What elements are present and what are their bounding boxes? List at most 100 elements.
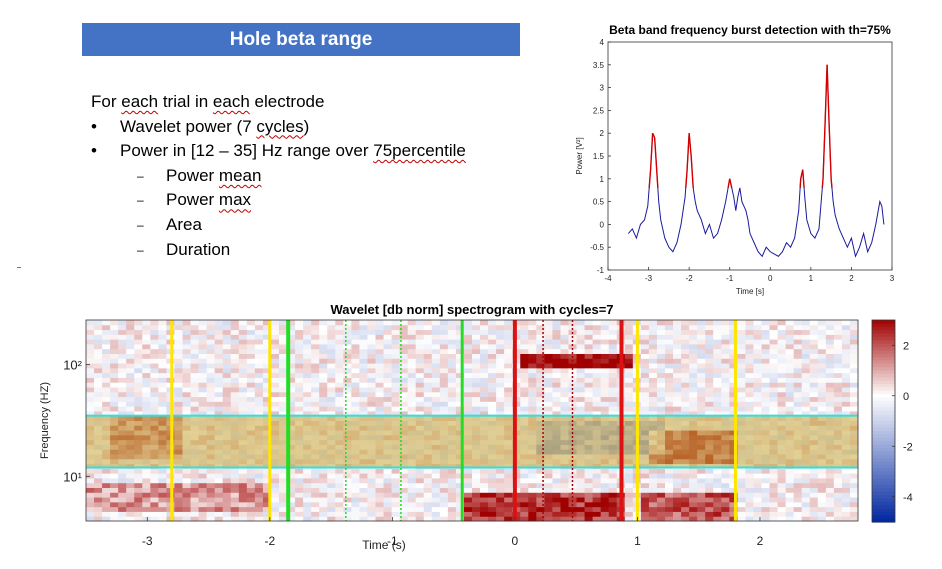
spectrogram-cell [849,372,859,378]
spectrogram-cell [270,367,280,374]
spectrogram-cell [568,516,578,522]
spectrogram-cell [126,387,135,393]
spectrogram-cell [455,473,465,479]
spectrogram-cell [335,363,344,369]
bullet-text: Power mean [166,165,262,185]
spectrogram-cell [343,406,352,412]
spectrogram-cell [134,487,143,493]
spectrogram-cell [544,511,553,517]
spectrogram-cell [849,516,859,522]
bullet-intro: For each trial in each electrode [91,90,466,115]
spectrogram-cell [158,396,167,402]
spectrogram-cell [656,477,666,484]
spectrogram-cell [86,391,95,398]
spectrogram-cell [592,339,602,345]
spectrogram-cell [158,477,167,484]
spectrogram-cell [279,363,288,369]
spectrogram-cell [431,516,441,522]
spectrogram-cell [311,410,320,417]
spectrogram-cell [351,372,360,378]
spectrogram-cell [279,334,288,340]
spectrogram-cell [488,343,497,350]
spectrogram-cell [648,372,658,378]
spectrogram-cell [455,353,465,359]
spectrogram-cell [552,391,561,398]
spectrogram-cell [520,391,529,398]
spectrogram-cell [391,501,401,508]
spectrogram-cell [415,406,425,412]
spectrogram-cell [809,334,819,340]
spectrogram-cell [254,382,264,388]
spectrogram-cell [817,320,827,326]
spectrogram-cell [560,501,569,508]
spectrogram-cell [198,492,208,498]
spectrogram-cell [383,468,393,474]
spectrogram-cell [801,367,811,374]
spectrogram-cell [150,501,159,508]
spectrogram-cell [777,377,787,383]
spectrogram-cell [576,410,586,417]
spectrogram-cell [841,396,851,402]
spectrogram-cell [681,320,690,326]
spectrogram-cell [801,391,811,398]
spectrogram-cell [230,377,240,383]
spectrogram-cell [713,329,722,335]
spectrogram-cell [833,324,843,331]
spectrogram-cell [110,343,119,350]
spectrogram-cell [134,358,143,364]
spectrogram-cell [729,339,738,345]
spectrogram-cell [705,473,714,479]
spectrogram-cell [102,329,111,335]
spectrogram-cell [319,501,328,508]
spectrogram-cell [110,477,119,484]
spectrogram-cell [520,343,529,350]
spectrogram-cell [94,492,103,498]
colorbar-cell [872,427,895,432]
spectrogram-cell [745,372,754,378]
spectrogram-cell [295,396,304,402]
spectrogram-cell [849,358,859,364]
spectrogram-cell [689,406,698,412]
spectrogram-cell [576,477,586,484]
spectrogram-cell [640,506,650,512]
spectrogram-cell [238,358,248,364]
spectrogram-cell [423,348,433,354]
spectrogram-cell [496,516,505,522]
sub-bullet-item: ‒ Power mean [91,164,466,189]
spectrogram-cell [520,377,529,383]
spectrogram-cell [190,396,200,402]
spectrogram-cell [118,401,127,407]
y-tick-label: 0 [600,220,605,229]
spectrogram-cell [126,329,135,335]
spectrogram-cell [520,477,529,484]
spectrogram-cell [182,511,192,517]
spectrogram-cell [825,396,835,402]
spectrogram-cell [793,501,803,508]
spectrogram-cell [817,501,827,508]
spectrogram-cell [721,473,730,479]
spectrogram-cell [584,473,594,479]
spectrogram-cell [230,339,240,345]
spectrogram-cell [463,501,473,508]
spectrogram-cell [150,410,159,417]
spectrogram-cell [279,377,288,383]
spectrogram-cell [536,353,545,359]
spectrogram-cell [439,396,449,402]
spectrogram-cell [102,482,111,488]
spectrogram-cell [785,372,795,378]
spectrogram-cell [206,477,216,484]
spectrogram-cell [439,339,449,345]
spectrogram-cell [142,406,151,412]
spectrogram-cell [455,377,465,383]
spectrogram-cell [544,401,553,407]
spectrogram-cell [182,363,192,369]
spectrogram-cell [480,372,489,378]
spectrogram-cell [480,516,489,522]
spectrogram-cell [656,343,666,350]
spectrogram-cell [439,329,449,335]
spectrogram-cell [777,511,787,517]
spectrogram-cell [721,391,730,398]
spectrogram-cell [158,358,167,364]
spectrogram-cell [560,516,569,522]
spectrogram-cell [463,334,473,340]
